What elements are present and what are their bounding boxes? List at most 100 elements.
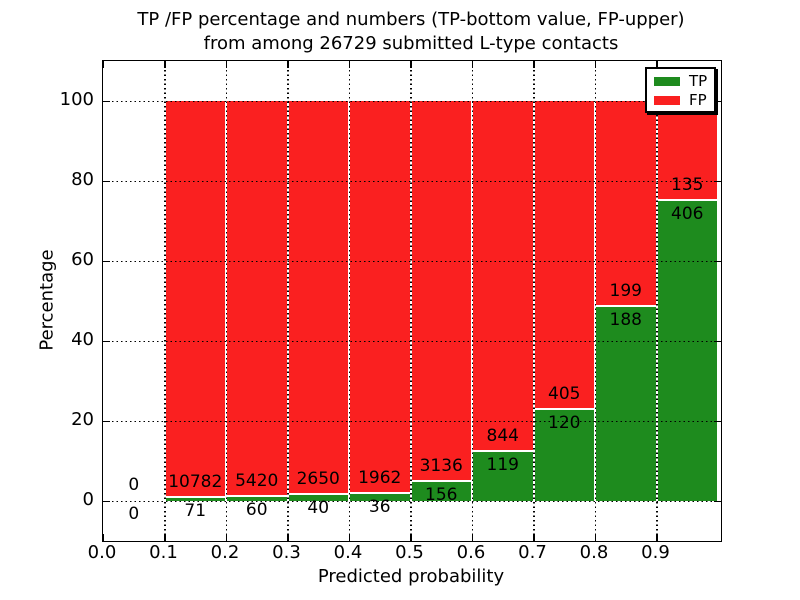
y-tick-label: 0: [82, 489, 94, 510]
fp-count-label: 1962: [358, 467, 402, 488]
fp-count-label: 135: [671, 174, 704, 195]
fp-count-label: 10782: [168, 472, 223, 493]
x-tick-label: 0.3: [272, 542, 301, 563]
y-tick-mark-right: [714, 500, 721, 502]
tp-count-label: 120: [548, 412, 581, 433]
bar-tp-segment: [473, 451, 533, 501]
x-tick-mark-bottom: [348, 534, 350, 541]
tp-count-label: 40: [307, 498, 330, 519]
x-tick-label: 0.7: [518, 542, 547, 563]
fp-legend-swatch: [654, 95, 680, 105]
x-tick-mark-bottom: [102, 534, 104, 541]
x-tick-mark-top: [533, 61, 535, 68]
x-tick-label: 0.6: [456, 542, 486, 563]
y-tick-label: 60: [71, 249, 94, 270]
v-gridline: [410, 61, 412, 541]
bar-fp-segment: [657, 101, 717, 199]
x-tick-mark-bottom: [287, 534, 289, 541]
y-tick-mark-left: [103, 100, 110, 102]
y-tick-mark-right: [714, 340, 721, 342]
fp-count-label: 5420: [235, 470, 279, 491]
v-gridline: [287, 61, 289, 541]
v-gridline: [594, 61, 596, 541]
y-tick-mark-left: [103, 180, 110, 182]
x-tick-mark-bottom: [164, 534, 166, 541]
h-gridline: [103, 420, 721, 422]
y-tick-label: 100: [59, 89, 94, 110]
x-tick-label: 0.8: [579, 542, 609, 563]
h-gridline: [103, 260, 721, 262]
tp-count-label: 36: [368, 496, 391, 517]
bar-fp-segment: [473, 101, 533, 450]
fp-count-label: 405: [548, 383, 581, 404]
tp-count-label: 406: [671, 203, 704, 224]
x-tick-mark-top: [471, 61, 473, 68]
legend-item-fp: FP: [654, 93, 714, 108]
y-tick-mark-right: [714, 260, 721, 262]
x-tick-mark-bottom: [656, 534, 658, 541]
x-tick-mark-top: [410, 61, 412, 68]
y-tick-label: 80: [71, 169, 94, 190]
y-tick-mark-left: [103, 500, 110, 502]
tp-legend-swatch: [654, 76, 680, 86]
chart-title: TP /FP percentage and numbers (TP-bottom…: [102, 8, 720, 56]
chart-title-line1: TP /FP percentage and numbers (TP-bottom…: [137, 9, 685, 30]
x-tick-mark-top: [656, 61, 658, 68]
bar-tp-segment: [350, 493, 410, 501]
x-tick-label: 0.2: [210, 542, 240, 563]
h-gridline: [103, 180, 721, 182]
x-tick-mark-top: [594, 61, 596, 68]
tp-count-label: 119: [486, 454, 519, 475]
x-tick-mark-top: [225, 61, 227, 68]
bar-fp-segment: [534, 101, 594, 408]
y-tick-mark-right: [714, 420, 721, 422]
x-tick-mark-top: [102, 61, 104, 68]
bar-tp-segment: [288, 495, 348, 501]
v-gridline: [225, 61, 227, 541]
fp-count-label: 199: [609, 280, 642, 301]
bar-fp-segment: [288, 101, 348, 494]
x-tick-mark-bottom: [410, 534, 412, 541]
y-tick-label: 40: [71, 329, 94, 350]
x-tick-mark-top: [287, 61, 289, 68]
fp-count-label: 2650: [296, 469, 340, 490]
fp-count-label: 844: [486, 425, 519, 446]
bar-fp-segment: [596, 101, 656, 305]
bar-tp-segment: [596, 306, 656, 501]
x-tick-label: 0.0: [87, 542, 117, 563]
x-tick-label: 0.9: [641, 542, 670, 563]
x-tick-mark-bottom: [225, 534, 227, 541]
tp-count-label: 60: [245, 499, 268, 520]
y-tick-mark-left: [103, 260, 110, 262]
v-gridline: [656, 61, 658, 541]
tp-count-label: 188: [609, 309, 642, 330]
x-tick-mark-bottom: [533, 534, 535, 541]
v-gridline: [348, 61, 350, 541]
h-gridline: [103, 100, 721, 102]
x-tick-label: 0.1: [149, 542, 178, 563]
legend-item-tp: TP: [654, 72, 714, 90]
tp-legend-label: TP: [689, 72, 708, 90]
bar-tp-segment: [411, 482, 471, 501]
x-tick-label: 0.5: [395, 542, 424, 563]
h-gridline: [103, 340, 721, 342]
chart-title-line2: from among 26729 submitted L-type contac…: [203, 33, 619, 54]
v-gridline: [533, 61, 535, 541]
y-tick-mark-left: [103, 420, 110, 422]
x-axis-label: Predicted probability: [317, 566, 505, 587]
bar-fp-segment: [350, 101, 410, 492]
bar-tp-segment: [534, 409, 594, 501]
fp-count-label: 0: [128, 475, 140, 495]
tp-count-label: 71: [184, 501, 207, 522]
y-tick-mark-right: [714, 180, 721, 182]
bar-fp-segment: [411, 101, 471, 481]
v-gridline: [164, 61, 166, 541]
fp-count-label: 3136: [419, 456, 463, 477]
y-tick-label: 20: [71, 409, 94, 430]
bar-fp-segment: [227, 101, 287, 495]
bar-tp-segment: [657, 200, 717, 501]
v-gridline: [471, 61, 473, 541]
tp-count-label: 156: [425, 485, 458, 506]
h-gridline: [103, 500, 721, 502]
